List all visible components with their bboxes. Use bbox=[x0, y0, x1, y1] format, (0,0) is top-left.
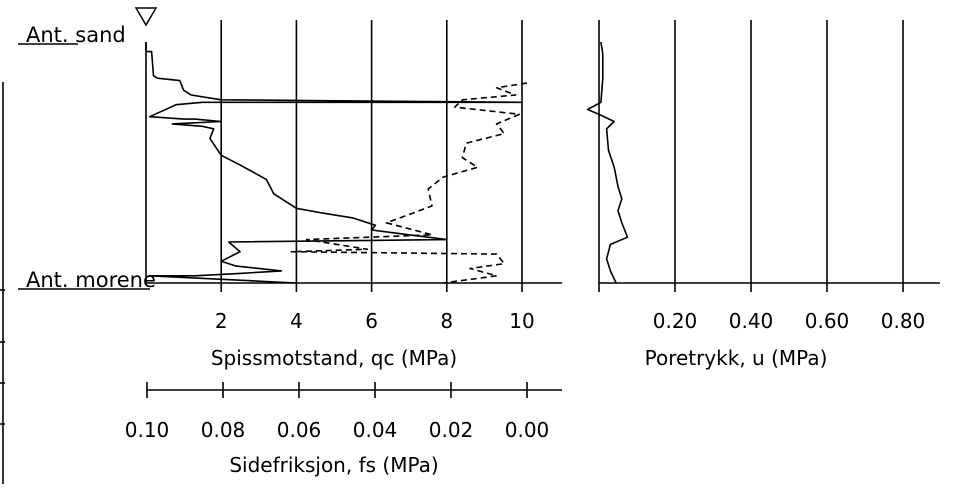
qc-tick-label: 10 bbox=[509, 309, 534, 333]
fs-axis-title: Sidefriksjon, fs (MPa) bbox=[229, 453, 438, 477]
layer-label-sand: Ant. sand bbox=[26, 23, 126, 47]
fs-series-line bbox=[290, 82, 528, 284]
layer-label-morene: Ant. morene bbox=[26, 268, 156, 292]
u-tick-label: 0.80 bbox=[881, 309, 926, 333]
fs-tick-label: 0.02 bbox=[429, 418, 474, 442]
fs-tick-label: 0.04 bbox=[353, 418, 398, 442]
qc-axis-title: Spissmotstand, qc (MPa) bbox=[211, 346, 457, 370]
u-tick-label: 0.60 bbox=[805, 309, 850, 333]
u-tick-label: 0.40 bbox=[729, 309, 774, 333]
fs-tick-label: 0.10 bbox=[125, 418, 170, 442]
u-tick-label: 0.20 bbox=[653, 309, 698, 333]
qc-tick-label: 4 bbox=[290, 309, 303, 333]
qc-tick-label: 6 bbox=[365, 309, 378, 333]
water-level-icon bbox=[134, 7, 158, 27]
qc-series-line bbox=[145, 42, 523, 284]
fs-tick-label: 0.00 bbox=[505, 418, 550, 442]
fs-tick-label: 0.06 bbox=[277, 418, 322, 442]
qc-tick-label: 8 bbox=[440, 309, 453, 333]
qc-tick-label: 2 bbox=[215, 309, 228, 333]
u-axis-title: Poretrykk, u (MPa) bbox=[645, 346, 828, 370]
u-series-line bbox=[586, 41, 629, 284]
fs-tick-label: 0.08 bbox=[201, 418, 246, 442]
